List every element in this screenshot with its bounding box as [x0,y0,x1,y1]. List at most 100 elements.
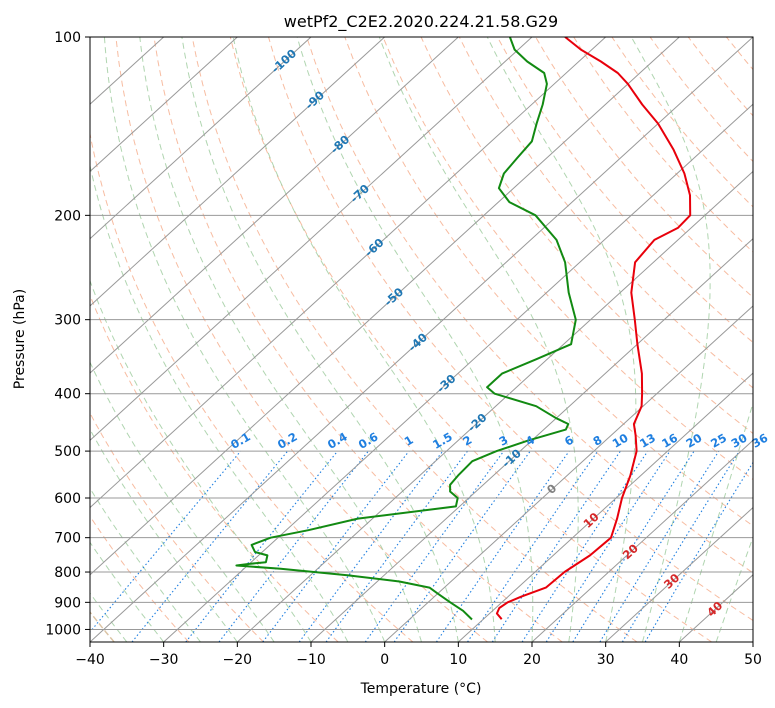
y-tick-label: 100 [54,30,81,46]
isotherm-gridline [90,37,312,240]
grid-layer [90,37,753,642]
moist-adiabat-line [630,37,711,642]
mixing-ratio-label: 8 [591,433,605,449]
isotherm-gridline [605,506,753,642]
dry-adiabat-line [649,37,753,163]
y-tick-label: 700 [54,531,81,547]
mixing-ratio-line [131,450,289,642]
isotherm-gridline [163,103,753,642]
dry-adiabat-line [90,515,190,642]
mixing-ratio-line [262,450,410,642]
mixing-ratio-line [599,450,720,642]
mixing-ratio-label: 0.1 [228,430,253,452]
dry-adiabat-line [115,37,488,642]
mixing-ratio-line [572,450,695,642]
dry-adiabat-line [726,37,753,71]
x-axis-label: Temperature (°C) [360,681,482,697]
mixing-ratio-line [621,450,740,642]
isotherm-gridline [236,170,753,642]
mixing-ratio-label: 0.6 [356,430,381,452]
moist-adiabat-line [90,592,128,642]
mixing-ratio-line [185,450,339,642]
mixing-ratio-label: 30 [729,431,750,451]
isotherm-gridline [310,237,753,642]
x-tick-label: 20 [523,652,541,668]
mixing-ratio-line [218,450,369,642]
moist-adiabat-line [90,541,165,642]
dry-adiabat-line [90,412,264,642]
y-tick-label: 500 [54,444,81,460]
moist-adiabat-line [378,37,579,642]
mixing-ratio-label: 36 [749,431,770,451]
moist-adiabat-line [103,37,386,642]
y-tick-label: 400 [54,387,81,403]
mixing-ratio-line [325,450,468,642]
x-tick-label: −20 [223,652,253,668]
mixing-ratio-label: 16 [659,431,680,451]
dry-adiabat-line [268,37,753,622]
dry-adiabat-line [191,37,638,642]
moist-adiabat-line [90,279,312,642]
x-tick-label: 50 [744,652,762,668]
mixing-ratio-label: 10 [610,431,631,451]
x-tick-label: −40 [75,652,105,668]
y-tick-label: 1000 [45,622,81,638]
mixing-ratio-label: 1 [402,433,416,449]
profile-layer [235,37,692,621]
dry-adiabat-line [765,37,775,642]
x-tick-label: 0 [380,652,389,668]
isotherm-gridline [90,37,386,307]
mixing-ratio-line [298,450,444,642]
mixing-ratio-label: 13 [637,431,658,451]
mixing-ratio-label: 2 [460,433,474,449]
isotherm-gridline [90,37,238,173]
dry-adiabat-line [90,131,414,642]
isotherm-gridline [90,37,607,509]
chart-title: wetPf2_C2E2.2020.224.21.58.G29 [284,12,558,32]
y-tick-label: 900 [54,595,81,611]
isotherm-gridline [90,37,533,442]
moist-adiabat-line [181,37,459,642]
y-tick-label: 600 [54,491,81,507]
mixing-ratio-layer [90,450,753,642]
mixing-ratio-line [467,450,599,642]
moist-adiabat-line [296,37,534,642]
moist-adiabat-line [139,37,422,642]
isotherm-gridline [457,372,753,642]
isotherm-gridline [90,37,459,374]
x-tick-label: 10 [449,652,467,668]
plot-frame [89,36,754,643]
dry-adiabat-line [573,37,753,253]
isotherm-gridline [531,439,753,642]
y-tick-label: 800 [54,565,81,581]
moist-adiabat-line [486,37,637,642]
dry-adiabat-line [535,37,753,298]
dry-adiabat-line [382,37,753,481]
mixing-ratio-line [435,450,570,642]
y-tick-label: 300 [54,313,81,329]
moist-adiabat-line [90,163,349,642]
temperature-profile-line [495,37,692,620]
isotherm-gridline [90,37,680,576]
x-tick-label: −10 [296,652,326,668]
mixing-ratio-line [545,450,671,642]
dry-adiabat-line [687,37,753,117]
adiabat-layer [90,37,775,642]
dewpoint-profile-line [235,37,577,621]
mixing-ratio-label: 0.4 [325,430,350,452]
moist-adiabat-line [90,487,201,642]
mixing-ratio-line [364,450,505,642]
x-tick-label: 40 [670,652,688,668]
dry-adiabat-line [306,37,753,574]
mixing-ratio-line [521,450,649,642]
dry-adiabat-line [496,37,753,344]
x-tick-label: 30 [597,652,615,668]
y-axis-label: Pressure (hPa) [12,289,28,389]
mixing-ratio-label: 6 [562,433,576,449]
isotherm-gridline [90,37,753,642]
isotherm-gridline [752,641,753,642]
moist-adiabat-line [232,37,496,642]
mixing-ratio-line [90,450,242,633]
moist-adiabat-line [90,428,238,642]
